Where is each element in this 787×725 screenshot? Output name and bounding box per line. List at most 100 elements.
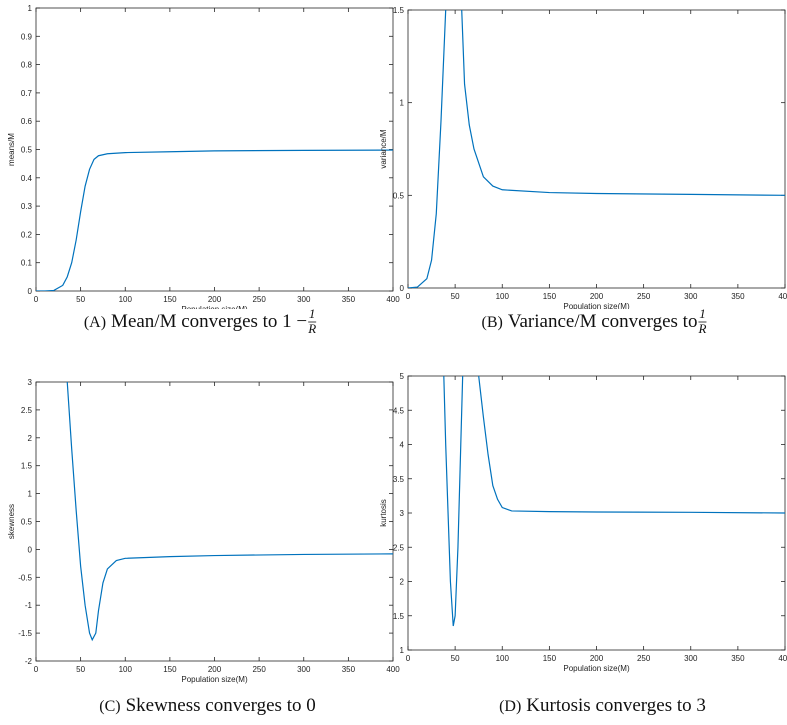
y-tick-label: 0.5 [21,518,33,527]
y-axis-label: variance/M [379,129,388,168]
y-tick-label: 1.5 [21,462,33,471]
x-tick-label: 300 [684,654,698,663]
x-tick-label: 0 [34,295,39,304]
y-tick-label: 1 [400,646,405,655]
plot-area [407,9,786,289]
y-tick-label: -1 [25,601,33,610]
x-tick-label: 50 [451,292,460,301]
y-tick-label: 4.5 [393,406,405,415]
y-tick-label: 0.8 [21,61,33,70]
y-axis-label: skewness [7,504,16,539]
y-tick-label: 1 [28,4,33,13]
caption-label: (B) [482,314,503,331]
x-tick-label: 300 [684,292,698,301]
caption: (D) Kurtosis converges to 3 [408,693,785,719]
y-tick-label: 0.2 [21,230,33,239]
caption-denominator: R [697,321,706,336]
y-axis-label: means/M [7,133,16,166]
caption-body: Skewness converges to 0 [126,695,316,716]
y-tick-label: 0.5 [393,191,405,200]
caption-denominator: R [307,321,316,336]
x-tick-label: 400 [386,295,400,304]
caption-label: (C) [99,698,120,715]
caption-body: Variance/M converges to [508,311,698,332]
plot-area [35,7,394,292]
y-tick-label: -2 [25,657,33,666]
x-tick-label: 350 [731,654,745,663]
x-tick-label: 100 [119,295,133,304]
y-tick-label: 4 [400,441,405,450]
x-tick-label: 300 [297,665,311,674]
caption-background [408,309,785,335]
chart: 0 50 100 150 200 250 300 350 400 0 0.1 0.2 0.3 0.4 0.5… [7,4,400,314]
data-line [66,382,393,642]
caption-text: (D) Kurtosis converges to 3 [499,695,706,716]
caption: (B) Variance/M converges to 1R [408,306,785,336]
x-axis-label: Population size(M) [181,675,248,684]
data-line [36,149,393,291]
y-tick-label: -1.5 [18,629,32,638]
data-line [443,376,785,627]
y-axis-label: kurtosis [379,499,388,527]
y-tick-label: 0 [400,284,405,293]
x-tick-label: 100 [496,654,510,663]
y-tick-label: 1.5 [393,6,405,15]
x-tick-label: 150 [543,292,557,301]
caption-label: (D) [499,698,521,715]
y-tick-label: 1.5 [393,612,405,621]
y-tick-label: 1 [28,490,33,499]
y-tick-label: 0.4 [21,174,33,183]
x-tick-label: 0 [34,665,39,674]
data-line [408,10,785,288]
x-tick-label: 0 [406,654,411,663]
x-tick-label: 200 [208,665,222,674]
x-tick-label: 250 [252,665,266,674]
x-axis-label: Population size(M) [563,302,630,311]
y-tick-label: 3.5 [393,475,405,484]
y-tick-label: 2.5 [393,543,405,552]
y-tick-label: 3 [28,378,33,387]
x-tick-label: 200 [590,292,604,301]
x-tick-label: 400 [778,654,787,663]
y-tick-label: 3 [400,509,405,518]
caption-numerator: 1 [699,306,706,321]
caption-label: (A) [84,314,106,331]
x-tick-label: 150 [543,654,557,663]
x-tick-label: 250 [637,292,651,301]
chart: 05010015020025030035040000.511.5Populati… [379,6,787,311]
y-tick-label: 2.5 [21,406,33,415]
caption-text: (B) Variance/M converges to [482,311,698,332]
x-tick-label: 150 [163,665,177,674]
y-tick-label: 0.6 [21,117,33,126]
x-tick-label: 100 [119,665,133,674]
x-tick-label: 350 [731,292,745,301]
caption-background [408,693,785,719]
y-tick-label: 0 [28,545,33,554]
x-tick-label: 50 [76,295,85,304]
x-tick-label: 50 [76,665,85,674]
y-tick-label: 0.7 [21,89,33,98]
caption-text: (A) Mean/M converges to 1 − [84,311,307,332]
caption-numerator: 1 [309,306,316,321]
x-tick-label: 100 [496,292,510,301]
y-tick-label: -0.5 [18,573,32,582]
caption: (A) Mean/M converges to 1 −1R [36,306,393,336]
caption-body: Kurtosis converges to 3 [526,695,706,716]
y-tick-label: 2 [400,578,405,587]
x-tick-label: 400 [778,292,787,301]
caption-background [36,693,393,719]
x-tick-label: 250 [637,654,651,663]
x-tick-label: 400 [386,665,400,674]
x-tick-label: 250 [252,295,266,304]
caption-body: Mean/M converges to 1 − [111,311,307,332]
x-tick-label: 200 [590,654,604,663]
x-tick-label: 0 [406,292,411,301]
y-tick-label: 0.5 [21,146,33,155]
plot-area [35,381,394,662]
caption-background [36,309,393,335]
x-tick-label: 50 [451,654,460,663]
x-tick-label: 150 [163,295,177,304]
x-tick-label: 350 [342,665,356,674]
chart: 0 50 100 150 200 250 300 350 400 -2 -1.5 -1 -0.5 0 0.5… [7,378,400,684]
